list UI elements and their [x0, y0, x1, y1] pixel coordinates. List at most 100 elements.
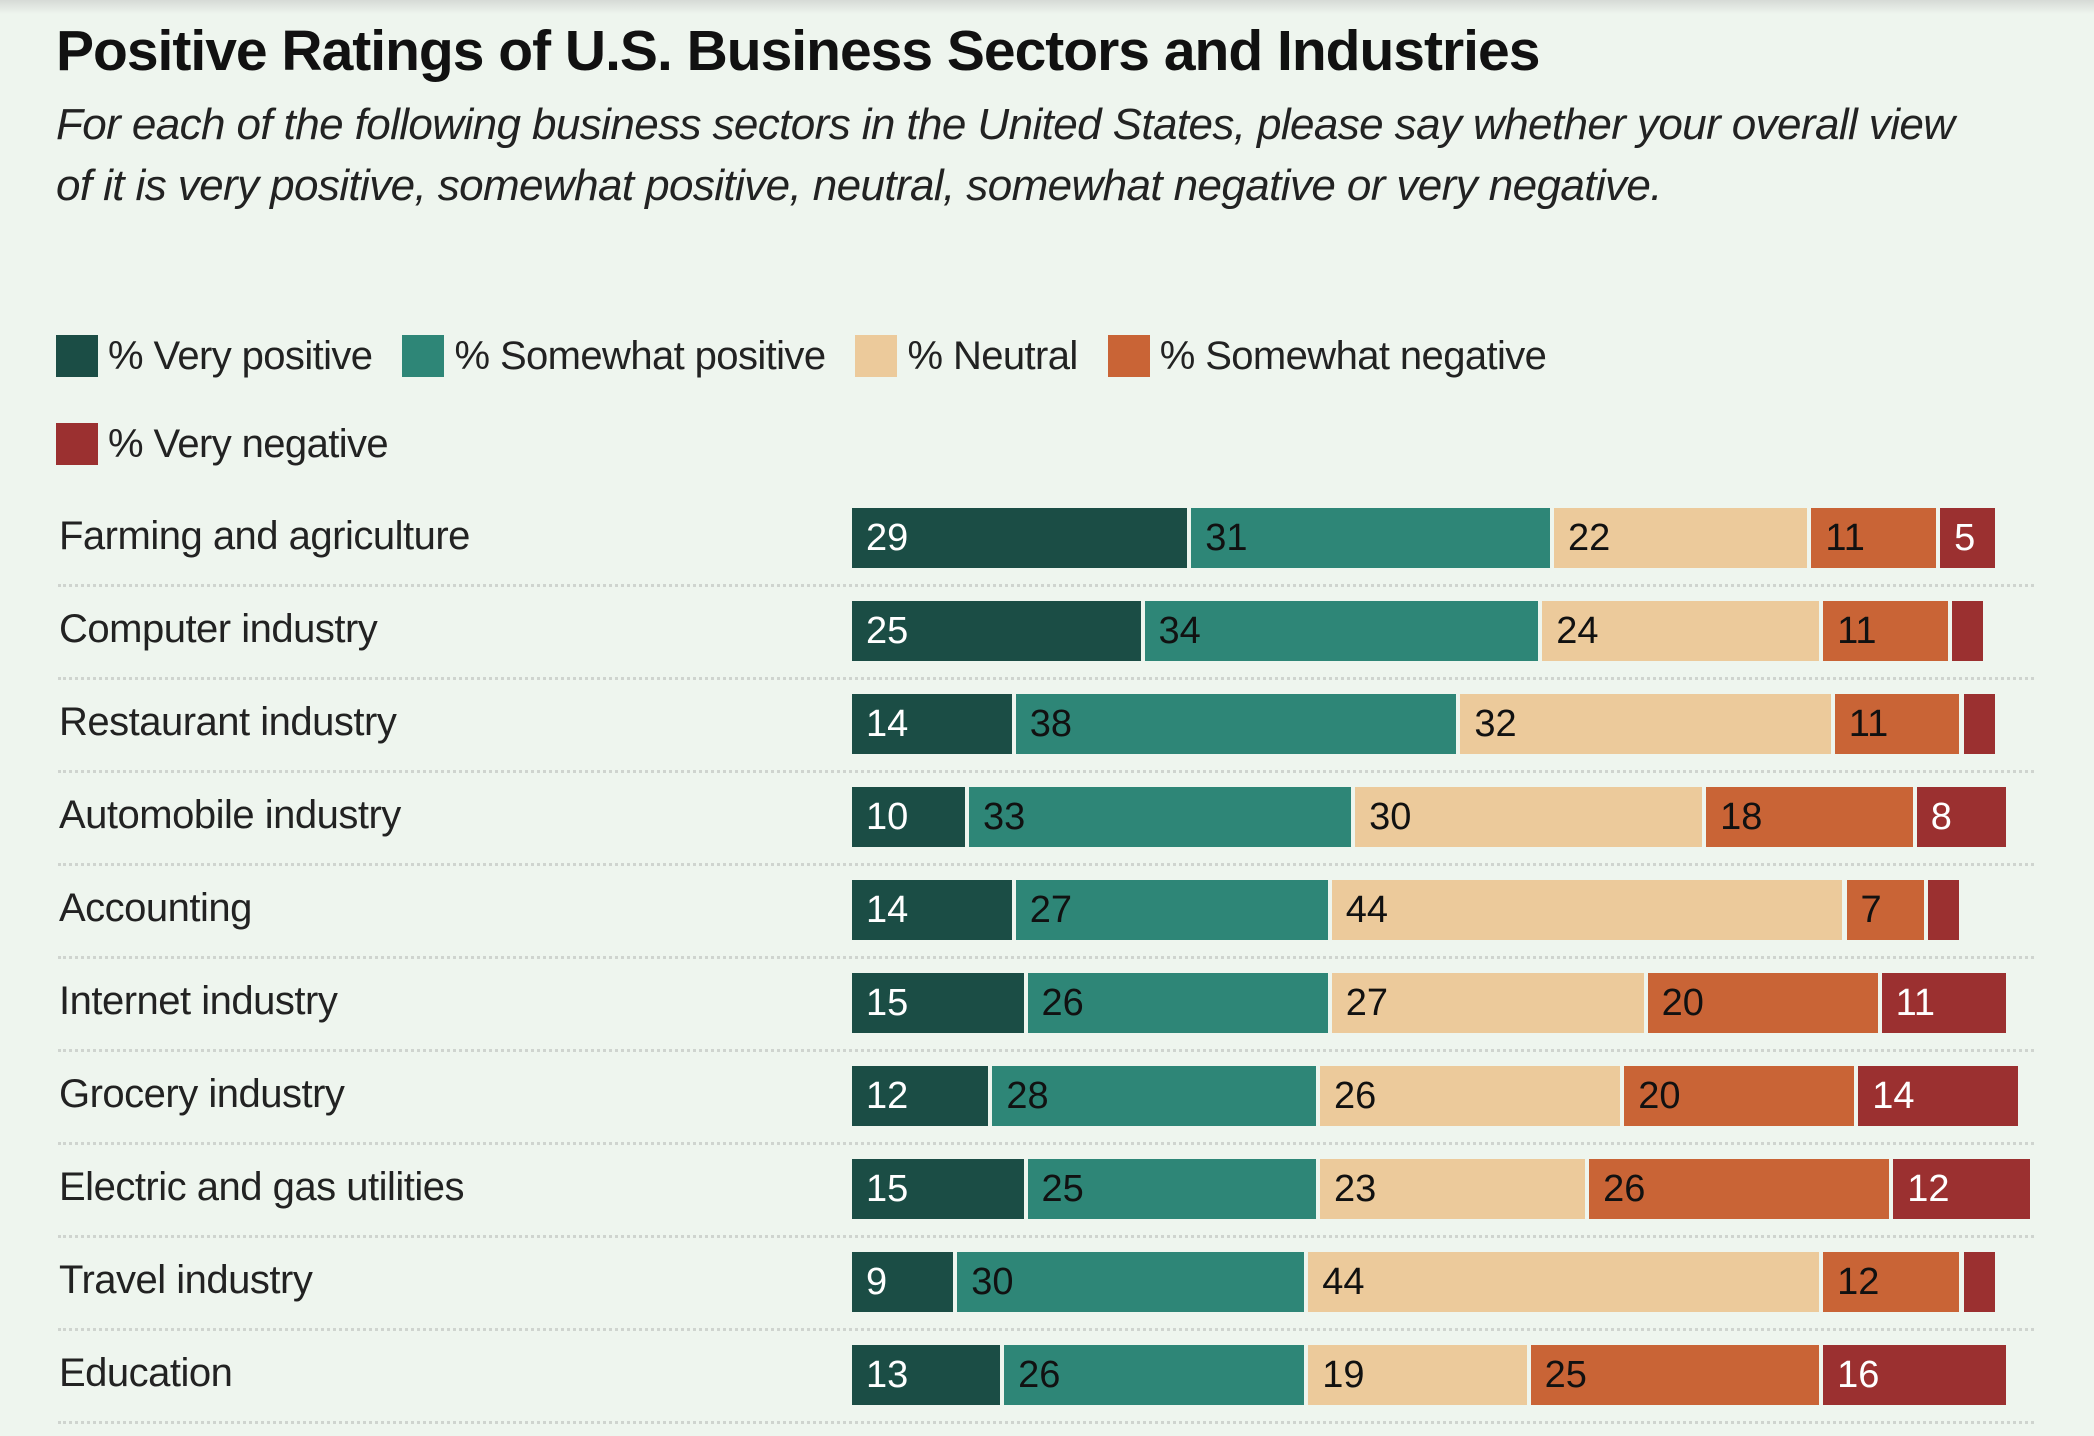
data-label: 28 [1006, 1075, 1049, 1117]
bar-segment: 8 [1916, 787, 2011, 847]
data-label: 33 [983, 796, 1026, 838]
top-edge-shadow [0, 0, 2094, 14]
bar-segment: 30 [1355, 787, 1707, 847]
data-label: 24 [1556, 610, 1599, 652]
data-label: 8 [1930, 796, 1952, 838]
data-label: 30 [971, 1261, 1014, 1303]
bar-segment: 12 [852, 1066, 993, 1126]
data-label: 18 [1720, 796, 1763, 838]
data-label: 11 [1848, 703, 1889, 745]
data-label: 11 [1837, 610, 1877, 652]
bar-segment: 26 [1320, 1066, 1625, 1126]
bar-segment: 32 [1460, 694, 1835, 754]
legend-item: % Very negative [56, 422, 389, 466]
bar-segment: 15 [852, 973, 1028, 1033]
data-label: 12 [866, 1075, 909, 1117]
data-label: 15 [866, 1168, 909, 1210]
bar-segment: 7 [1846, 880, 1929, 940]
data-label: 34 [1158, 610, 1201, 652]
data-label: 27 [1029, 889, 1073, 931]
bar-segment: 33 [969, 787, 1356, 847]
bar-segment: 25 [852, 601, 1145, 661]
category-label: Computer industry [59, 607, 378, 651]
data-label: 16 [1837, 1354, 1880, 1396]
data-label: 25 [1041, 1168, 1084, 1210]
bar-segment: 26 [1589, 1159, 1894, 1219]
bar-segment: 34 [1144, 601, 1543, 661]
data-label: 14 [866, 703, 909, 745]
category-label: Accounting [59, 886, 252, 930]
legend-item: % Somewhat positive [402, 333, 826, 378]
data-label: 22 [1568, 517, 1611, 559]
data-label: 31 [1205, 517, 1248, 559]
bar-segment: 13 [852, 1345, 1005, 1405]
data-label: 14 [866, 889, 909, 931]
data-label: 25 [866, 610, 909, 652]
bar-segment: 14 [852, 880, 1016, 940]
legend-item: % Somewhat negative [1107, 333, 1547, 378]
bar-segment: 28 [992, 1066, 1320, 1126]
bar-segment: 20 [1647, 973, 1882, 1033]
legend-swatch [402, 335, 445, 377]
bar-segment: 44 [1308, 1252, 1824, 1312]
row-divider [58, 863, 2034, 866]
data-label: 14 [1872, 1075, 1915, 1117]
category-label: Electric and gas utilities [59, 1165, 464, 1209]
row-divider [58, 1235, 2034, 1238]
bar-segment: 27 [1015, 880, 1332, 940]
row-divider [58, 1421, 2034, 1424]
bar-segment: 26 [1027, 973, 1332, 1033]
bar-segment: 19 [1308, 1345, 1531, 1405]
legend-label: % Somewhat negative [1159, 333, 1547, 378]
data-label: 7 [1860, 889, 1882, 931]
data-label: 20 [1638, 1075, 1681, 1117]
legend-label: % Very positive [108, 333, 373, 378]
row-divider [58, 1328, 2034, 1331]
legend-label: % Neutral [907, 333, 1078, 378]
category-label: Restaurant industry [59, 700, 397, 744]
data-label: 29 [866, 517, 909, 559]
bar-segment: 12 [1893, 1159, 2034, 1219]
data-label: 12 [1837, 1261, 1880, 1303]
data-label: 11 [1825, 517, 1865, 559]
data-label: 26 [1334, 1075, 1377, 1117]
data-label: 23 [1334, 1168, 1377, 1210]
bar-segment: 11 [1881, 973, 2011, 1033]
bar-segment: 11 [1823, 601, 1952, 661]
row-divider [58, 1142, 2034, 1145]
bar-segment: 14 [852, 694, 1016, 754]
data-label: 15 [866, 982, 909, 1024]
category-label: Grocery industry [59, 1072, 345, 1116]
row-divider [58, 677, 2034, 680]
category-label: Automobile industry [59, 793, 401, 837]
legend-swatch [855, 335, 898, 377]
category-label: Farming and agriculture [59, 514, 470, 558]
bar-segment [1963, 1252, 1999, 1312]
bar-segment: 23 [1320, 1159, 1590, 1219]
legend-item: % Very positive [56, 333, 373, 378]
chart-title: Positive Ratings of U.S. Business Sector… [56, 19, 1540, 83]
data-label: 12 [1907, 1168, 1950, 1210]
bar-segment: 10 [852, 787, 969, 847]
legend-label: % Somewhat positive [454, 333, 826, 378]
row-divider [58, 1049, 2034, 1052]
data-label: 26 [1041, 982, 1084, 1024]
data-label: 38 [1029, 703, 1073, 745]
bar-segment: 24 [1542, 601, 1824, 661]
data-label: 30 [1369, 796, 1412, 838]
bar-segment: 38 [1015, 694, 1461, 754]
data-label: 27 [1345, 982, 1388, 1024]
bar-segment: 25 [1530, 1345, 1824, 1405]
bar-segment: 18 [1706, 787, 1917, 847]
data-label: 26 [1018, 1354, 1061, 1396]
row-divider [58, 584, 2034, 587]
bar-segment: 30 [957, 1252, 1309, 1312]
bar-segment: 27 [1331, 973, 1648, 1033]
bar-segment: 11 [1811, 508, 1941, 568]
bar-segment: 16 [1823, 1345, 2011, 1405]
bar-segment: 5 [1940, 508, 1999, 568]
chart-subtitle: For each of the following business secto… [56, 100, 1955, 210]
data-label: 26 [1603, 1168, 1646, 1210]
bar-segment [1951, 601, 1987, 661]
